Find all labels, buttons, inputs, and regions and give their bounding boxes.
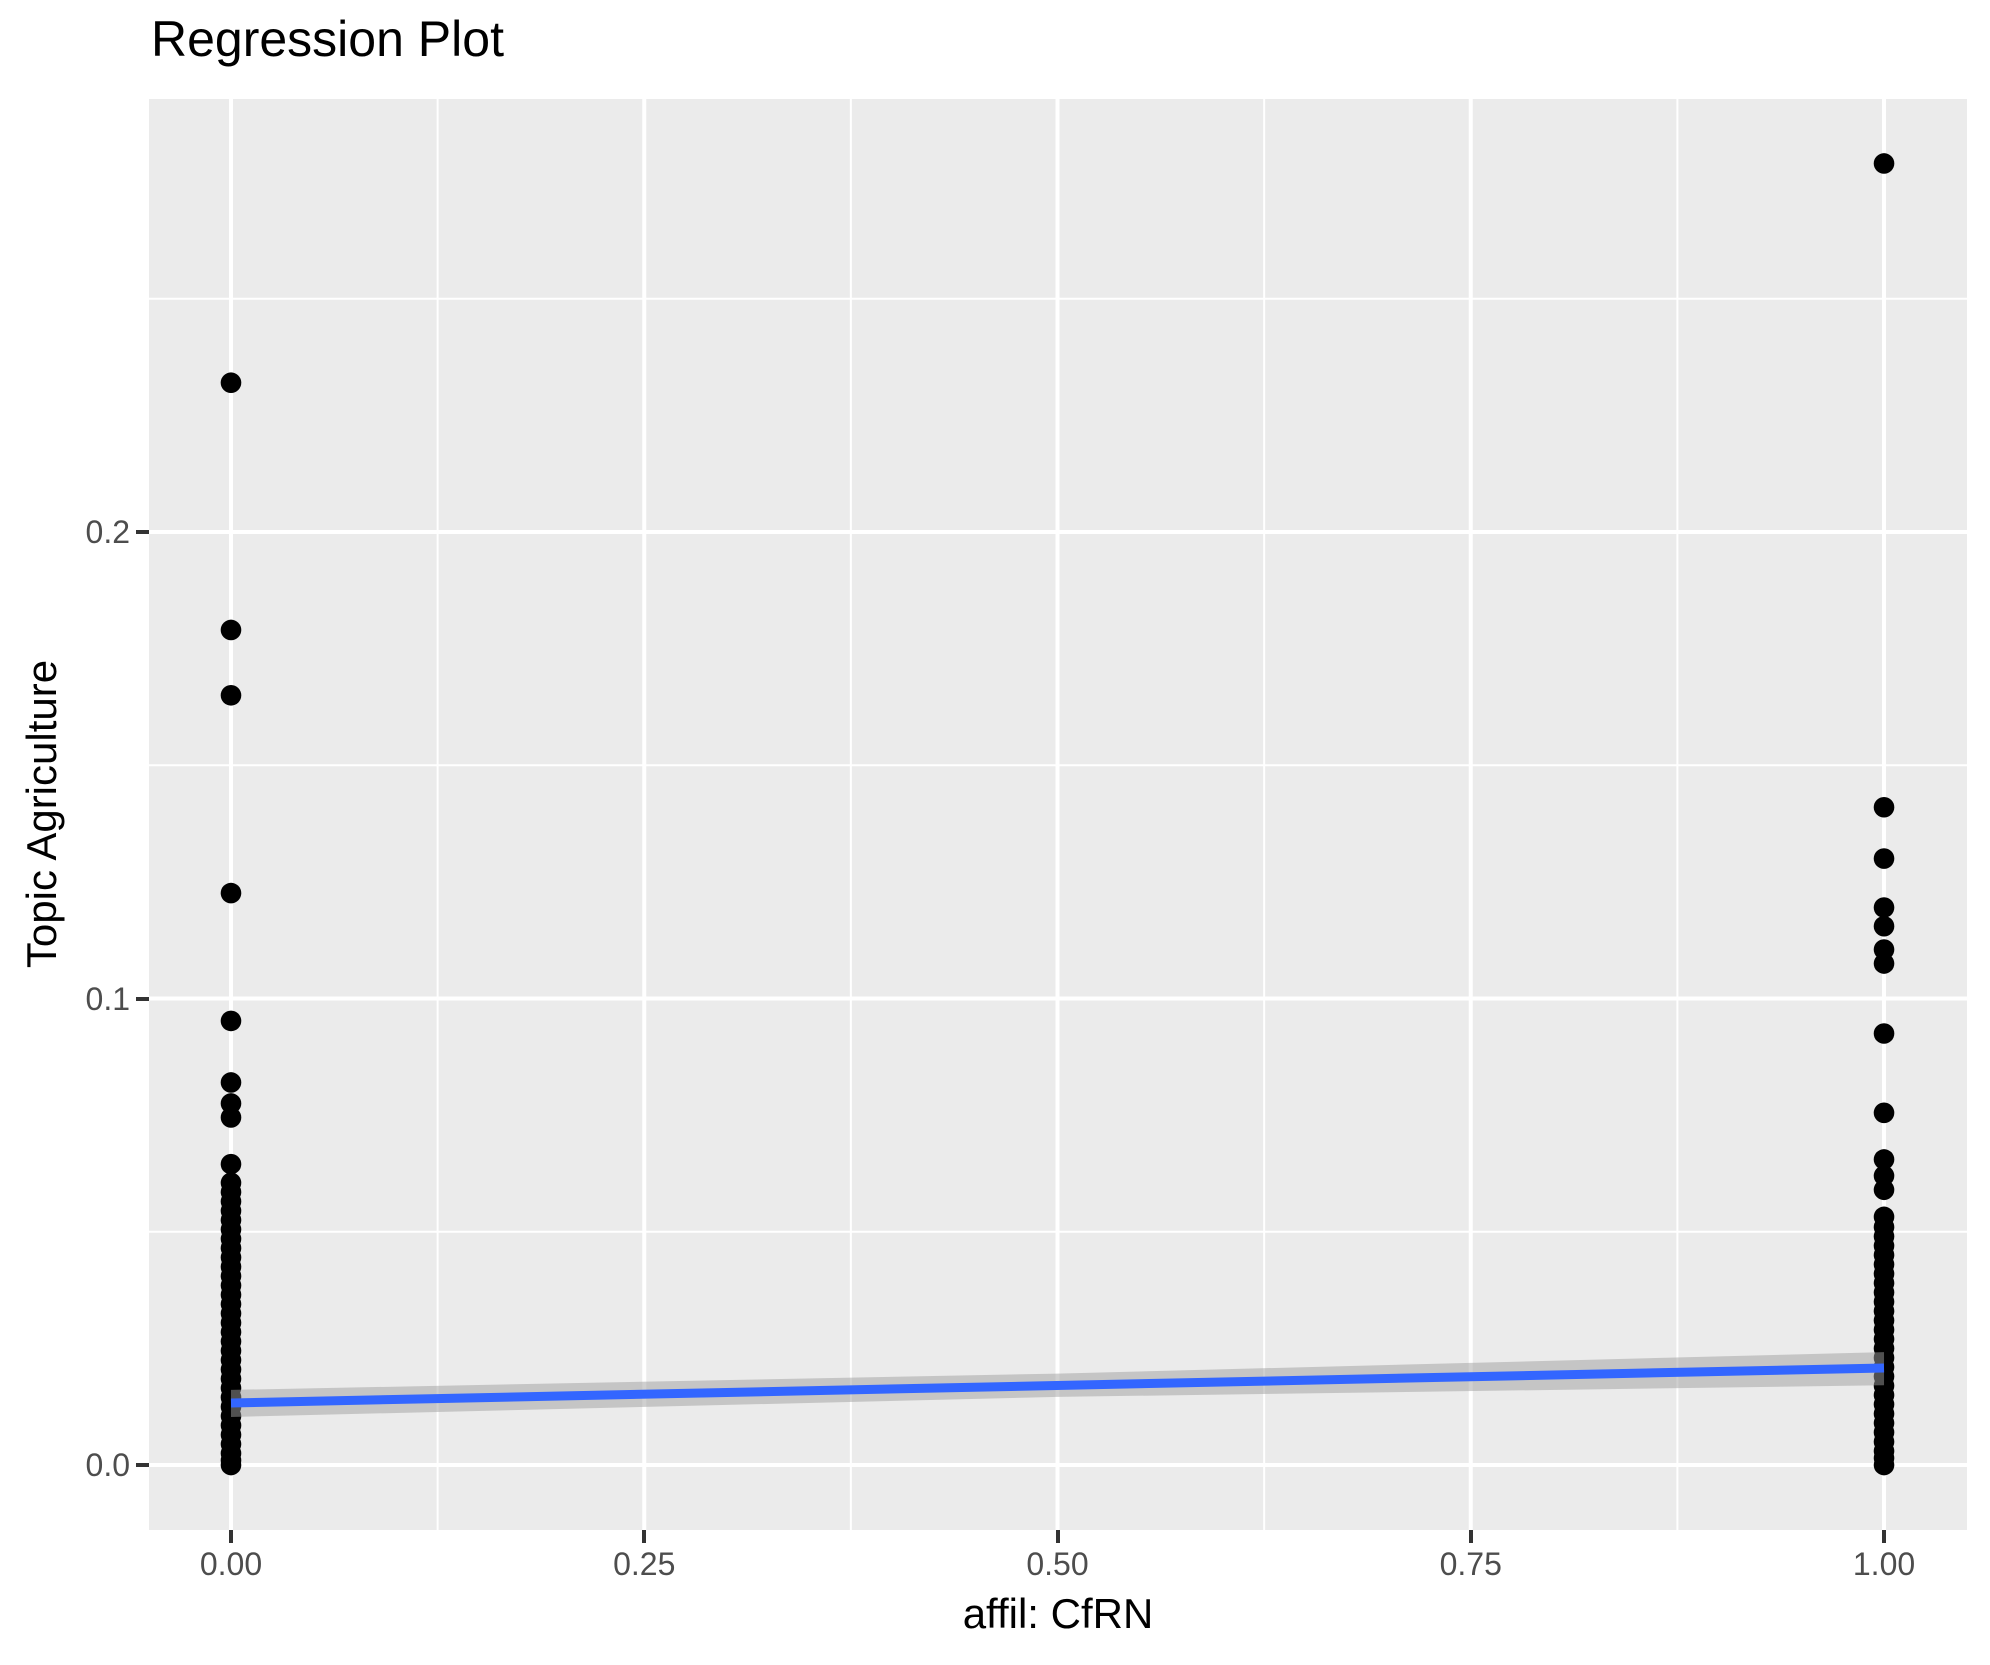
x-tick-mark [642, 1530, 647, 1543]
y-tick-mark [136, 530, 149, 534]
data-point [1873, 953, 1895, 974]
data-point [1873, 153, 1895, 174]
plot-title: Regression Plot [151, 11, 504, 67]
x-tick-mark [1468, 1530, 1473, 1543]
data-point [1873, 848, 1895, 869]
data-point [1873, 915, 1895, 937]
x-axis-title: affil: CfRN [962, 1590, 1154, 1637]
data-point [220, 1072, 242, 1093]
x-tick-label: 0.25 [613, 1546, 676, 1582]
y-tick-mark [136, 1463, 149, 1468]
data-point [1873, 1149, 1895, 1170]
data-point [220, 684, 242, 706]
data-point [220, 1153, 242, 1175]
data-point [1873, 796, 1895, 818]
x-tick-mark [1055, 1530, 1060, 1543]
y-tick-label: 0.2 [85, 514, 130, 550]
data-point [1873, 1179, 1895, 1201]
data-point [1873, 1023, 1895, 1044]
regression-line [230, 1363, 1885, 1408]
x-tick-label: 0.00 [199, 1546, 263, 1582]
x-tick-label: 0.50 [1026, 1546, 1089, 1582]
data-point [1873, 1102, 1895, 1124]
x-tick-label: 1.00 [1852, 1546, 1916, 1582]
x-tick-mark [1882, 1530, 1887, 1543]
chart-canvas [149, 99, 1967, 1530]
data-point [1873, 1454, 1895, 1476]
y-tick-mark [136, 996, 149, 1001]
plot-panel [149, 99, 1967, 1530]
data-point [220, 882, 242, 904]
y-tick-label: 0.1 [85, 980, 130, 1017]
data-point [1873, 897, 1895, 918]
y-tick-label: 0.0 [85, 1447, 130, 1484]
y-axis-title: Topic Agriculture [18, 659, 65, 969]
data-point [220, 1010, 242, 1032]
x-tick-mark [228, 1530, 233, 1543]
data-point [220, 1454, 242, 1476]
data-point [220, 372, 242, 394]
x-tick-label: 0.75 [1439, 1546, 1502, 1582]
data-point [220, 619, 242, 641]
data-point [220, 1107, 242, 1128]
